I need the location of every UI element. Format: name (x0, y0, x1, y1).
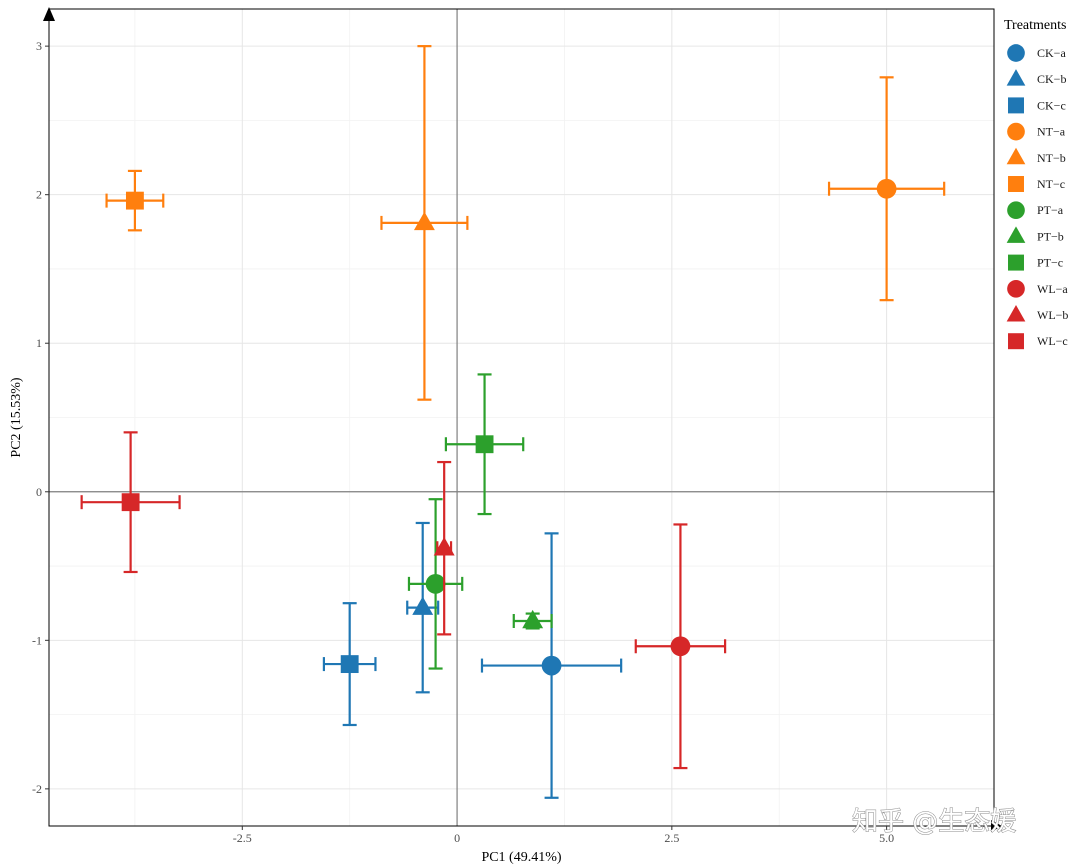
y-tick-label: 0 (36, 485, 42, 499)
point-wl-circle (634, 523, 727, 770)
legend-symbol (1008, 254, 1024, 271)
legend-title: Treatments (1004, 18, 1066, 33)
watermark-text: 知乎 @生态媛 (852, 807, 1016, 837)
legend-item: WL−a (1007, 279, 1068, 298)
legend-label: WL−c (1037, 334, 1068, 348)
y-tick-label: 1 (36, 336, 42, 350)
legend-item: CK−a (1007, 44, 1066, 62)
y-axis-ticks: -2 -1 0 1 2 3 (32, 39, 49, 796)
legend-label: PT−a (1037, 203, 1064, 217)
data-marker (475, 435, 494, 454)
legend-symbol (1007, 122, 1025, 141)
legend-symbol (1006, 304, 1026, 322)
legend-symbol (1008, 333, 1024, 350)
legend-item: PT−b (1006, 226, 1064, 243)
data-marker (340, 655, 359, 674)
legend-label: NT−a (1037, 125, 1066, 139)
point-pt-square (444, 373, 525, 516)
data-marker (670, 636, 691, 657)
legend-label: WL−b (1037, 308, 1068, 322)
legend-item: CK−b (1006, 69, 1066, 86)
x-axis-arrowhead (991, 820, 1002, 832)
legend-label: NT−c (1037, 177, 1065, 191)
point-ck-triangle (406, 521, 440, 694)
legend-symbol (1007, 279, 1025, 298)
point-ck-square (322, 602, 377, 727)
legend-label: WL−a (1037, 282, 1068, 296)
y-axis-arrowhead (43, 7, 55, 21)
x-tick-label: -2.5 (233, 831, 252, 845)
data-marker (522, 609, 544, 629)
x-axis-title: PC1 (49.41%) (481, 850, 561, 864)
minor-gridlines (49, 9, 994, 826)
data-marker (412, 596, 434, 615)
data-marker (541, 655, 562, 676)
legend: Treatments CK−a CK−b CK−c NT−a NT−b NT−c PT−a P… (1004, 18, 1068, 350)
y-tick-label: 2 (36, 188, 42, 202)
point-ck-circle (480, 532, 623, 799)
point-nt-circle (827, 76, 946, 302)
legend-label: NT−b (1037, 151, 1066, 165)
data-marker (125, 191, 144, 210)
data-marker (876, 178, 897, 199)
legend-item: WL−b (1006, 304, 1068, 322)
y-tick-label: -2 (32, 782, 42, 796)
legend-item: NT−c (1008, 176, 1065, 192)
legend-symbol (1008, 97, 1024, 114)
legend-item: PT−a (1007, 201, 1064, 220)
data-series (80, 45, 946, 799)
x-tick-label: 0 (454, 831, 460, 845)
legend-label: CK−b (1037, 72, 1066, 86)
x-tick-label: 5.0 (879, 831, 894, 845)
legend-item: NT−b (1006, 147, 1066, 165)
point-wl-triangle (433, 460, 455, 636)
legend-symbol (1008, 176, 1024, 192)
data-marker (121, 493, 140, 512)
legend-symbol (1006, 226, 1026, 243)
data-marker (425, 573, 446, 594)
legend-symbol (1006, 69, 1026, 86)
point-wl-square (80, 431, 181, 574)
y-tick-label: 3 (36, 39, 42, 53)
point-nt-triangle (380, 45, 469, 401)
legend-label: CK−c (1037, 98, 1066, 112)
point-pt-circle (407, 498, 464, 670)
legend-item: NT−a (1007, 122, 1066, 141)
zero-reference-lines (49, 9, 994, 826)
legend-symbol (1007, 201, 1025, 220)
legend-item: CK−c (1008, 97, 1066, 114)
legend-symbol (1007, 44, 1025, 62)
legend-label: CK−a (1037, 46, 1066, 60)
legend-item: WL−c (1008, 333, 1068, 350)
data-marker (433, 537, 455, 556)
legend-label: PT−b (1037, 229, 1064, 243)
point-nt-square (105, 169, 165, 232)
axis-arrows (43, 7, 1002, 832)
x-tick-label: 2.5 (664, 831, 679, 845)
plot-panel-border (48, 8, 995, 827)
data-marker (413, 211, 435, 231)
y-tick-label: -1 (32, 633, 42, 647)
point-pt-triangle (512, 609, 553, 630)
legend-item: PT−c (1008, 254, 1063, 271)
legend-symbol (1006, 147, 1026, 165)
x-axis-ticks: -2.5 0 2.5 5.0 (233, 826, 894, 845)
legend-label: PT−c (1037, 256, 1063, 270)
y-axis-title: PC2 (15.53%) (9, 377, 24, 457)
